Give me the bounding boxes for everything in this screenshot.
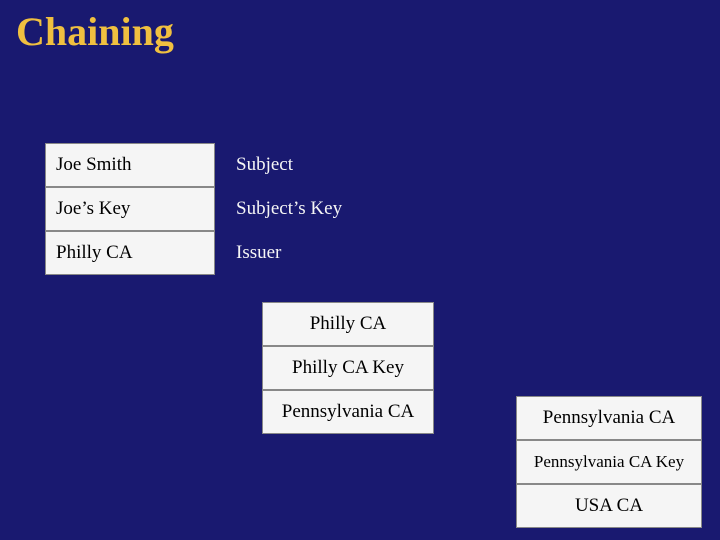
label-subject: Subject [236,143,293,187]
box2-row-key: Philly CA Key [262,346,434,390]
box3-row-issuer: USA CA [516,484,702,528]
box1-row-key: Joe’s Key [45,187,215,231]
box3-row-subject: Pennsylvania CA [516,396,702,440]
slide-title: Chaining [16,8,174,55]
box3-row-key: Pennsylvania CA Key [516,440,702,484]
box1-row-issuer: Philly CA [45,231,215,275]
box2-row-issuer: Pennsylvania CA [262,390,434,434]
box1-row-subject: Joe Smith [45,143,215,187]
label-subject-key: Subject’s Key [236,187,342,231]
label-issuer: Issuer [236,231,281,275]
box2-row-subject: Philly CA [262,302,434,346]
